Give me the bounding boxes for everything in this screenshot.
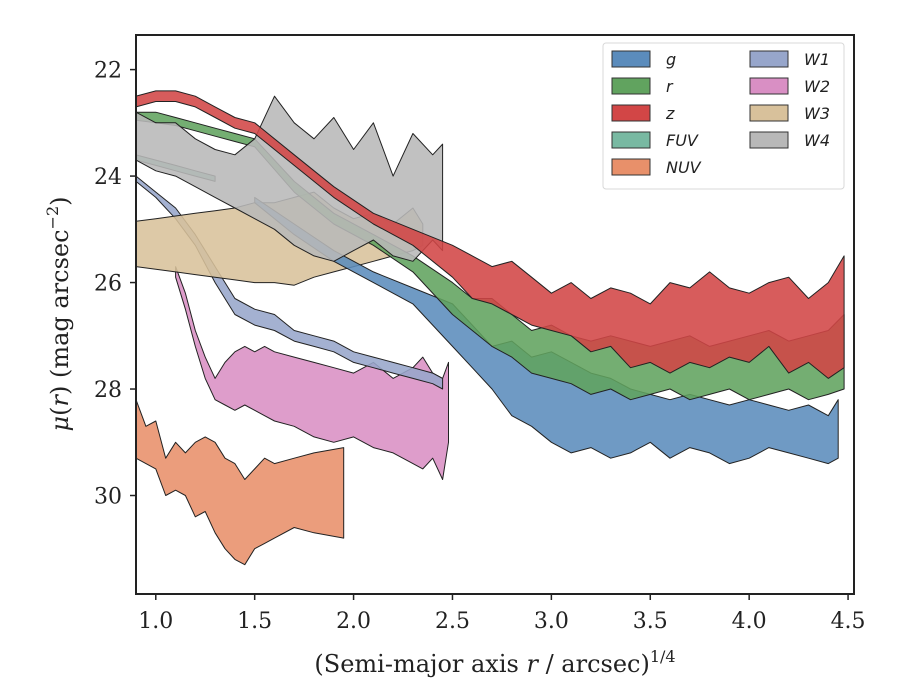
legend-label-r: r [666, 77, 674, 96]
y-tick-label: 28 [94, 378, 122, 403]
legend-swatch-w3 [749, 104, 789, 122]
legend-label-w3: W3 [804, 104, 830, 123]
y-axis-label-unit: (mag arcsec [46, 229, 74, 385]
x-axis: 1.0 1.5 2.0 2.5 3.0 3.5 4.0 4.5 [138, 594, 866, 634]
legend-label-g: g [666, 50, 676, 69]
x-axis-label-tail: / arcsec) [538, 650, 650, 678]
x-axis-label-main: (Semi-major axis [314, 650, 526, 678]
x-tick-label: 4.5 [831, 609, 866, 634]
plot-frame [135, 34, 855, 595]
legend-label-fuv: FUV [666, 131, 699, 150]
x-tick-label: 2.0 [336, 609, 371, 634]
x-tick-label: 1.0 [138, 609, 173, 634]
x-tick-label: 3.0 [534, 609, 569, 634]
legend-label-z: z [665, 104, 675, 123]
y-tick-label: 24 [94, 165, 122, 190]
y-tick-label: 26 [94, 272, 122, 297]
y-axis-label-exp: −2 [43, 206, 62, 230]
y-axis-label-mu: μ [46, 416, 74, 432]
y-tick-label: 30 [94, 485, 122, 510]
y-axis: 22 24 26 28 30 [94, 59, 136, 510]
y-axis-label-var: r [46, 394, 74, 407]
x-axis-label: (Semi-major axis r / arcsec)1/4 [314, 647, 675, 678]
series-band-w2 [175, 266, 449, 480]
series-band-z [136, 90, 845, 379]
legend-swatch-nuv [611, 158, 651, 176]
legend-label-w1: W1 [804, 50, 830, 69]
legend-label-w2: W2 [804, 77, 830, 96]
legend-swatch-w4 [749, 131, 789, 149]
x-tick-label: 1.5 [237, 609, 272, 634]
legend-swatch-r [611, 77, 651, 95]
legend-label-w4: W4 [804, 131, 830, 150]
legend-swatch-w2 [749, 77, 789, 95]
legend-swatch-w1 [749, 50, 789, 68]
x-axis-label-var: r [526, 650, 539, 678]
series-band-nuv [136, 399, 345, 566]
legend-swatch-fuv [611, 131, 651, 149]
x-tick-label: 2.5 [435, 609, 470, 634]
y-axis-label: μ(r) (mag arcsec−2) [43, 196, 74, 431]
x-tick-label: 4.0 [732, 609, 767, 634]
y-tick-label: 22 [94, 59, 122, 84]
legend-label-nuv: NUV [666, 158, 702, 177]
y-axis-label-end: ) [46, 196, 74, 205]
legend-swatch-g [611, 50, 651, 68]
legend: grz FUV NUV W1 W2 W3 W4 [602, 42, 845, 190]
y-axis-label-open: ( [46, 407, 74, 416]
x-axis-label-exp: 1/4 [650, 647, 676, 666]
legend-swatch-z [611, 104, 651, 122]
series-band-w1 [136, 175, 444, 390]
y-axis-label-close: ) [46, 386, 74, 395]
bands-layer [136, 90, 845, 566]
series-band-r [136, 111, 845, 401]
x-tick-label: 3.5 [633, 609, 668, 634]
